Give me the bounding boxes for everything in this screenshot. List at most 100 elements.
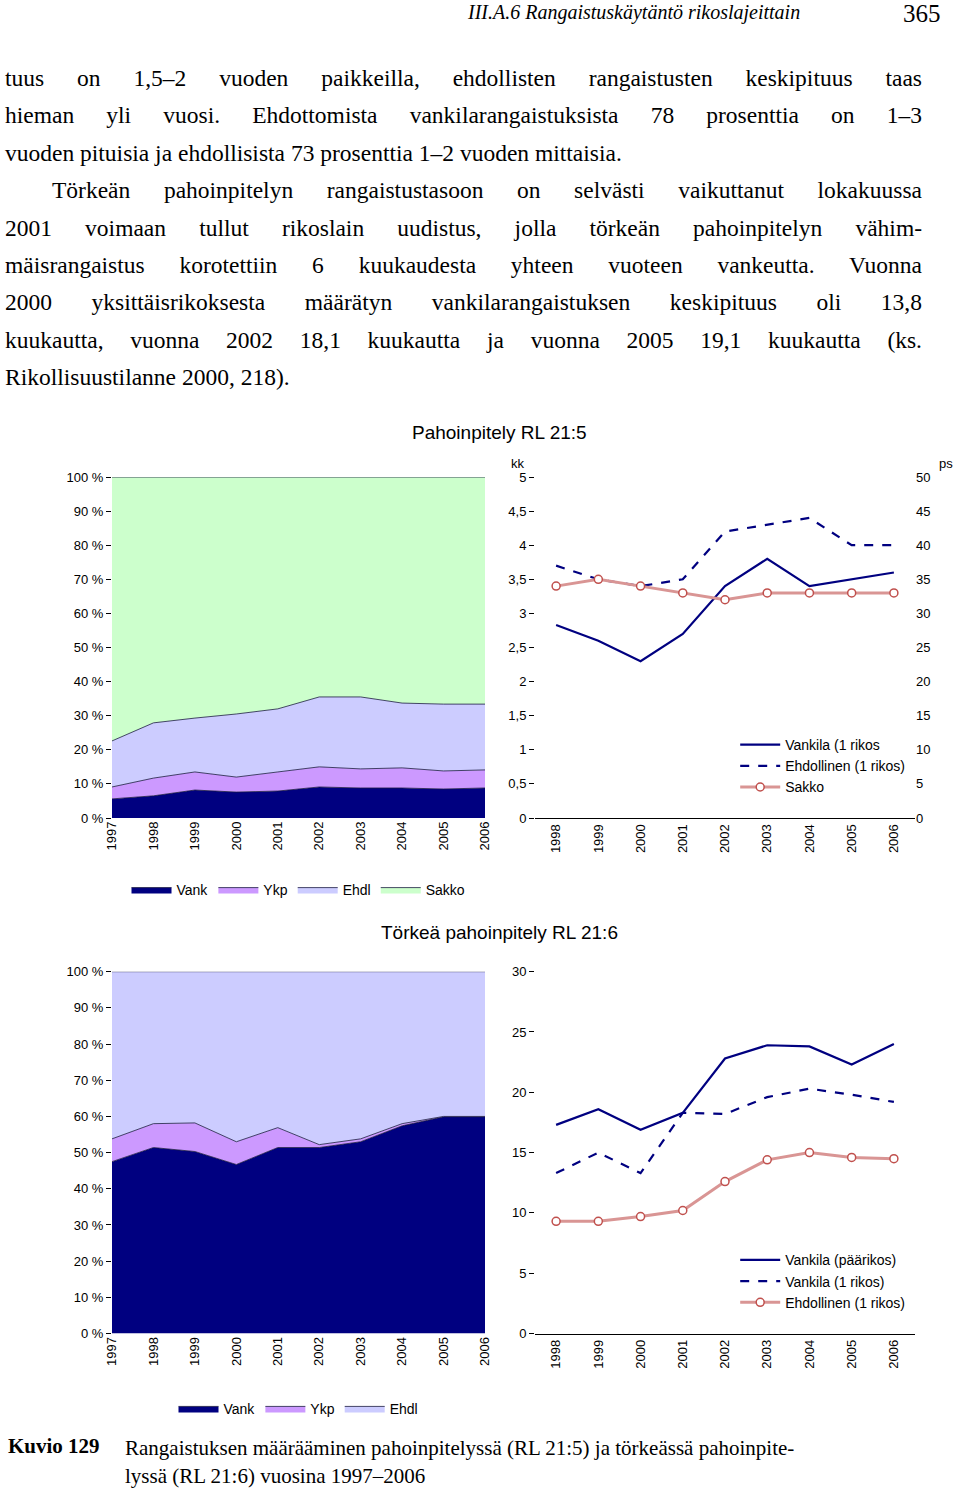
svg-text:Vankila (päärikos): Vankila (päärikos): [785, 1252, 896, 1268]
svg-text:Vankila (1 rikos: Vankila (1 rikos: [785, 737, 880, 753]
svg-text:1,5: 1,5: [508, 708, 526, 723]
svg-text:1997: 1997: [104, 1337, 119, 1366]
svg-text:100 %: 100 %: [67, 964, 104, 979]
svg-text:10: 10: [512, 1205, 526, 1220]
svg-text:Vankila (1 rikos): Vankila (1 rikos): [785, 1274, 884, 1290]
svg-text:2000: 2000: [633, 824, 648, 853]
svg-text:60 %: 60 %: [74, 606, 104, 621]
svg-text:Pahoinpitely RL 21:5: Pahoinpitely RL 21:5: [412, 422, 587, 443]
svg-text:2006: 2006: [477, 1337, 492, 1366]
svg-text:1997: 1997: [104, 822, 119, 851]
svg-text:1998: 1998: [146, 822, 161, 851]
svg-text:4,5: 4,5: [508, 504, 526, 519]
svg-text:2005: 2005: [436, 822, 451, 851]
svg-text:Vank: Vank: [224, 1401, 256, 1417]
svg-text:0: 0: [519, 1326, 526, 1341]
svg-text:80 %: 80 %: [74, 538, 104, 553]
svg-text:30 %: 30 %: [74, 708, 104, 723]
svg-text:40 %: 40 %: [74, 674, 104, 689]
svg-text:2000: 2000: [229, 822, 244, 851]
svg-text:0: 0: [916, 811, 923, 826]
svg-text:2005: 2005: [844, 824, 859, 853]
svg-text:0 %: 0 %: [81, 1326, 104, 1341]
svg-text:Ehdollinen (1 rikos): Ehdollinen (1 rikos): [785, 1295, 905, 1311]
svg-text:40 %: 40 %: [74, 1181, 104, 1196]
svg-text:1999: 1999: [187, 822, 202, 851]
svg-text:2005: 2005: [844, 1340, 859, 1369]
svg-text:1998: 1998: [548, 824, 563, 853]
svg-text:Törkeä pahoinpitely RL 21:6: Törkeä pahoinpitely RL 21:6: [381, 922, 618, 943]
svg-text:50 %: 50 %: [74, 1145, 104, 1160]
svg-text:Ykp: Ykp: [310, 1401, 334, 1417]
svg-text:30: 30: [916, 606, 930, 621]
svg-text:90 %: 90 %: [74, 504, 104, 519]
svg-text:20 %: 20 %: [74, 742, 104, 757]
svg-text:2002: 2002: [717, 824, 732, 853]
svg-text:30: 30: [512, 964, 526, 979]
svg-text:25: 25: [916, 640, 930, 655]
svg-text:10 %: 10 %: [74, 1290, 104, 1305]
svg-text:2001: 2001: [675, 824, 690, 853]
svg-text:2006: 2006: [477, 822, 492, 851]
svg-text:Ehdl: Ehdl: [343, 882, 371, 898]
svg-text:3,5: 3,5: [508, 572, 526, 587]
svg-text:2003: 2003: [353, 822, 368, 851]
svg-text:Ehdl: Ehdl: [390, 1401, 418, 1417]
svg-text:3: 3: [519, 606, 526, 621]
svg-text:1998: 1998: [146, 1337, 161, 1366]
svg-text:1998: 1998: [548, 1340, 563, 1369]
svg-text:45: 45: [916, 504, 930, 519]
svg-text:2004: 2004: [802, 1340, 817, 1369]
svg-text:1999: 1999: [187, 1337, 202, 1366]
svg-text:1: 1: [519, 742, 526, 757]
svg-text:2000: 2000: [229, 1337, 244, 1366]
svg-text:Sakko: Sakko: [785, 779, 824, 795]
svg-text:2002: 2002: [717, 1340, 732, 1369]
svg-text:20 %: 20 %: [74, 1254, 104, 1269]
svg-text:2000: 2000: [633, 1340, 648, 1369]
svg-text:20: 20: [916, 674, 930, 689]
svg-text:Ykp: Ykp: [263, 882, 287, 898]
svg-text:15: 15: [512, 1145, 526, 1160]
svg-text:70 %: 70 %: [74, 572, 104, 587]
svg-text:15: 15: [916, 708, 930, 723]
svg-text:80 %: 80 %: [74, 1037, 104, 1052]
svg-text:70 %: 70 %: [74, 1073, 104, 1088]
svg-text:Ehdollinen (1 rikos): Ehdollinen (1 rikos): [785, 758, 905, 774]
svg-text:50: 50: [916, 470, 930, 485]
svg-text:2001: 2001: [270, 1337, 285, 1366]
svg-text:40: 40: [916, 538, 930, 553]
svg-text:2003: 2003: [353, 1337, 368, 1366]
svg-text:5: 5: [916, 776, 923, 791]
svg-text:2,5: 2,5: [508, 640, 526, 655]
svg-text:90 %: 90 %: [74, 1000, 104, 1015]
svg-text:2001: 2001: [675, 1340, 690, 1369]
svg-text:2: 2: [519, 674, 526, 689]
svg-text:10: 10: [916, 742, 930, 757]
svg-text:30 %: 30 %: [74, 1218, 104, 1233]
svg-text:50 %: 50 %: [74, 640, 104, 655]
svg-text:Vank: Vank: [177, 882, 209, 898]
svg-text:1999: 1999: [591, 1340, 606, 1369]
svg-text:60 %: 60 %: [74, 1109, 104, 1124]
svg-text:25: 25: [512, 1025, 526, 1040]
svg-text:2005: 2005: [436, 1337, 451, 1366]
svg-text:0,5: 0,5: [508, 776, 526, 791]
svg-text:2003: 2003: [759, 824, 774, 853]
svg-text:2002: 2002: [311, 1337, 326, 1366]
svg-text:5: 5: [519, 470, 526, 485]
svg-text:2006: 2006: [886, 1340, 901, 1369]
svg-text:10 %: 10 %: [74, 776, 104, 791]
svg-text:1999: 1999: [591, 824, 606, 853]
svg-text:100 %: 100 %: [67, 470, 104, 485]
svg-text:20: 20: [512, 1085, 526, 1100]
svg-text:2001: 2001: [270, 822, 285, 851]
svg-text:2004: 2004: [394, 822, 409, 851]
svg-text:Sakko: Sakko: [426, 882, 465, 898]
svg-text:ps: ps: [939, 456, 953, 471]
svg-text:35: 35: [916, 572, 930, 587]
svg-text:0: 0: [519, 811, 526, 826]
svg-text:2003: 2003: [759, 1340, 774, 1369]
svg-text:5: 5: [519, 1266, 526, 1281]
svg-text:0 %: 0 %: [81, 811, 104, 826]
